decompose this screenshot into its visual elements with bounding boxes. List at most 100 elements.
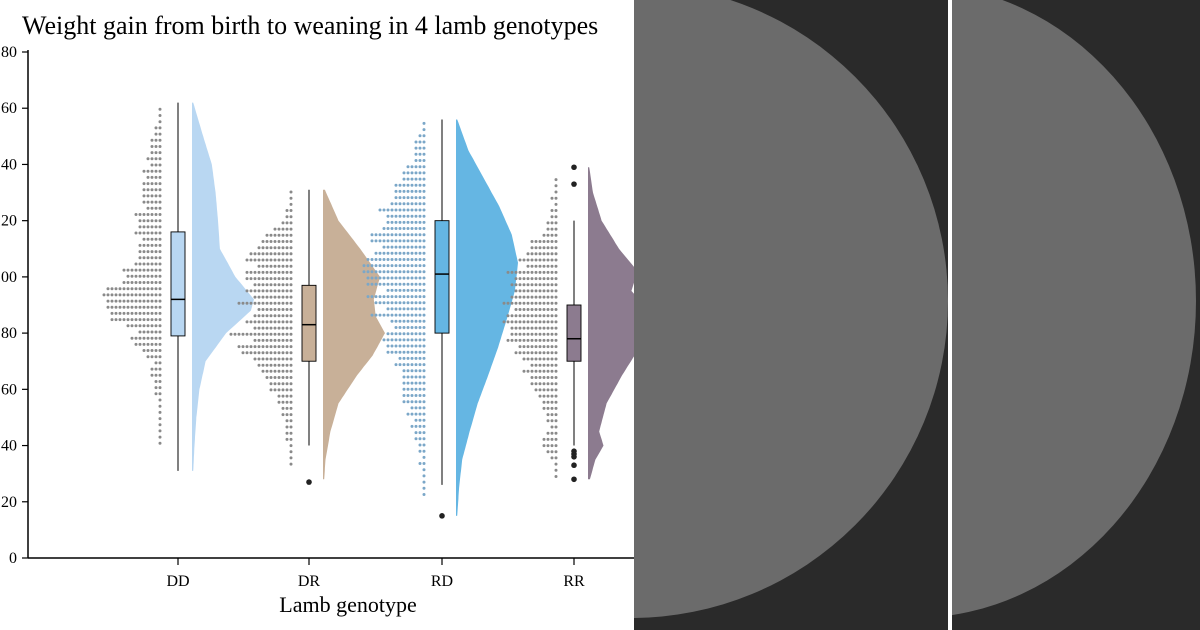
data-dot bbox=[526, 314, 530, 318]
data-dot bbox=[394, 220, 398, 224]
data-dot bbox=[542, 437, 546, 441]
data-dot bbox=[390, 301, 394, 305]
data-dot bbox=[150, 175, 154, 179]
data-dot bbox=[289, 258, 293, 262]
data-dot bbox=[289, 233, 293, 237]
data-dot bbox=[289, 326, 293, 330]
data-dot bbox=[138, 274, 142, 278]
data-dot bbox=[126, 311, 130, 315]
data-dot bbox=[142, 250, 146, 254]
data-dot bbox=[110, 318, 114, 322]
data-dot bbox=[390, 270, 394, 274]
data-dot bbox=[422, 406, 426, 410]
data-dot bbox=[253, 357, 257, 361]
raincloud-chart: Weight gain from birth to weaning in 4 l… bbox=[0, 11, 634, 617]
data-dot bbox=[398, 301, 402, 305]
data-dot bbox=[277, 270, 281, 274]
data-dot bbox=[418, 387, 422, 391]
data-dot bbox=[554, 178, 558, 182]
data-dot bbox=[269, 351, 273, 355]
data-dot bbox=[526, 332, 530, 336]
data-dot bbox=[366, 295, 370, 299]
data-dot bbox=[534, 308, 538, 311]
genotype-group-rd bbox=[362, 119, 518, 519]
data-dot bbox=[550, 277, 554, 281]
data-dot bbox=[378, 251, 382, 255]
data-dot bbox=[546, 289, 550, 293]
data-dot bbox=[418, 227, 422, 230]
data-dot bbox=[542, 258, 546, 262]
data-dot bbox=[150, 367, 154, 371]
data-dot bbox=[122, 293, 126, 297]
data-dot bbox=[289, 456, 293, 460]
data-dot bbox=[406, 276, 410, 280]
data-dot bbox=[550, 444, 554, 448]
data-dot bbox=[550, 326, 554, 330]
data-dot bbox=[110, 299, 114, 303]
data-dot bbox=[285, 258, 289, 262]
data-dot bbox=[289, 363, 293, 367]
data-dot bbox=[142, 287, 146, 291]
data-dot bbox=[546, 406, 550, 410]
data-dot bbox=[285, 376, 289, 379]
data-dot bbox=[253, 277, 257, 281]
data-dot bbox=[526, 357, 530, 361]
data-dot bbox=[378, 282, 382, 286]
data-dot bbox=[154, 256, 158, 260]
data-dot bbox=[370, 282, 374, 286]
data-dot bbox=[241, 351, 245, 355]
data-dot bbox=[402, 394, 406, 397]
data-dot bbox=[158, 138, 162, 142]
data-dot bbox=[130, 336, 134, 340]
data-dot bbox=[146, 243, 150, 247]
data-dot bbox=[146, 305, 150, 309]
data-dot bbox=[378, 301, 382, 305]
data-dot bbox=[402, 227, 406, 230]
data-dot bbox=[138, 305, 142, 309]
data-dot bbox=[518, 277, 522, 281]
data-dot bbox=[510, 270, 514, 274]
data-dot bbox=[418, 282, 422, 286]
data-dot bbox=[410, 295, 414, 299]
data-dot bbox=[414, 270, 418, 274]
data-dot bbox=[158, 410, 162, 414]
data-dot bbox=[410, 307, 414, 311]
data-dot bbox=[261, 283, 265, 287]
data-dot bbox=[273, 326, 277, 330]
data-dot bbox=[146, 318, 150, 322]
data-dot bbox=[526, 264, 530, 268]
data-dot bbox=[538, 394, 542, 398]
data-dot bbox=[398, 313, 402, 317]
data-dot bbox=[382, 258, 386, 261]
data-dot bbox=[386, 258, 390, 261]
data-dot bbox=[285, 264, 289, 268]
iqr-box bbox=[301, 284, 317, 362]
data-dot bbox=[554, 450, 558, 454]
data-dot bbox=[418, 134, 422, 138]
data-dot bbox=[542, 233, 546, 237]
data-dot bbox=[273, 252, 277, 256]
data-dot bbox=[257, 301, 261, 305]
data-dot bbox=[158, 250, 162, 254]
data-dot bbox=[422, 165, 426, 169]
data-dot bbox=[257, 264, 261, 268]
data-dot bbox=[550, 351, 554, 355]
data-dot bbox=[542, 394, 546, 398]
data-dot bbox=[522, 369, 526, 373]
data-dot bbox=[138, 250, 142, 254]
data-dot bbox=[418, 394, 422, 397]
data-dot bbox=[534, 240, 538, 243]
data-dot bbox=[277, 283, 281, 287]
data-dot bbox=[154, 324, 158, 328]
data-dot bbox=[158, 373, 162, 377]
data-dot bbox=[253, 283, 257, 287]
data-dot bbox=[257, 314, 261, 318]
data-dot bbox=[390, 295, 394, 299]
data-dot bbox=[289, 264, 293, 268]
data-dot bbox=[550, 301, 554, 305]
data-dot bbox=[422, 152, 426, 156]
data-dot bbox=[410, 301, 414, 305]
data-dot bbox=[273, 332, 277, 336]
genotype-group-dr bbox=[229, 189, 385, 485]
data-dot bbox=[538, 246, 542, 250]
